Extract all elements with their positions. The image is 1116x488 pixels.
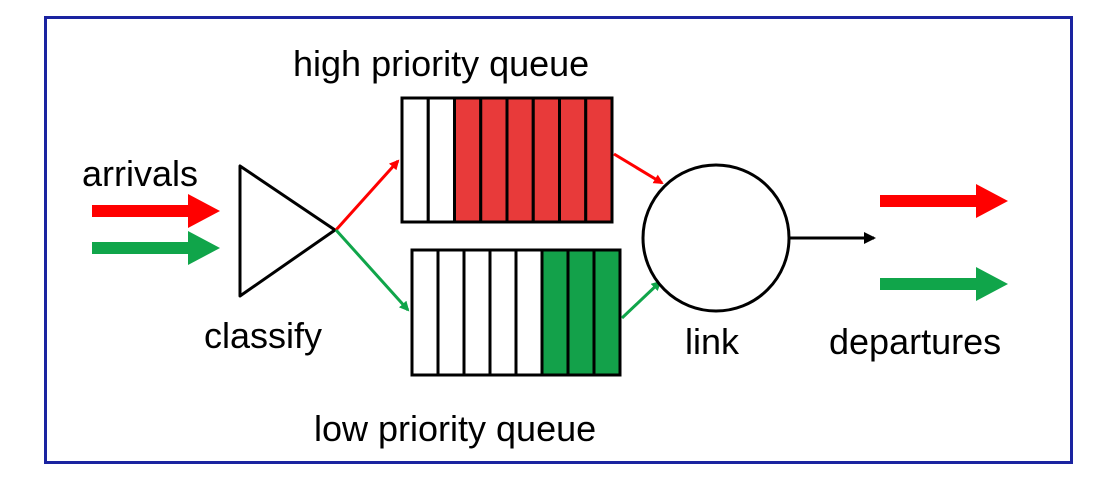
link-label: link [685,321,740,362]
low-queue-slot-empty [436,248,466,377]
arrival-arrow-red [92,194,220,228]
classify-to-low-arrow [334,228,410,312]
low-priority-queue [410,248,622,377]
classify-label: classify [204,315,322,356]
arrivals-label: arrivals [82,153,198,194]
low-queue-slot-empty [514,248,544,377]
classify-to-high-arrow [334,159,400,232]
high-queue-label: high priority queue [293,43,589,84]
low-queue-slot-filled [566,248,596,377]
departure-arrow-green [880,267,1008,301]
high-queue-slot-filled [584,96,614,224]
low-queue-slot-empty [488,248,518,377]
low-queue-label: low priority queue [314,408,596,449]
departure-arrow-red [880,184,1008,218]
classifier-triangle [238,164,337,298]
high-to-link-arrow [613,152,664,185]
low-queue-slot-empty [410,248,440,377]
arrival-arrow-green [92,231,220,265]
high-queue-slot-filled [558,96,588,224]
high-queue-slot-filled [453,96,483,224]
low-queue-slot-filled [592,248,622,377]
high-queue-slot-filled [479,96,509,224]
departures-label: departures [829,321,1001,362]
high-queue-slot-filled [531,96,561,224]
low-queue-slot-empty [462,248,492,377]
high-queue-slot-filled [505,96,535,224]
high-queue-slot-empty [426,96,456,224]
low-to-link-arrow [620,280,662,320]
low-queue-slot-filled [540,248,570,377]
high-queue-slot-empty [400,96,430,224]
diagram-frame [44,16,1073,464]
link-circle [641,163,791,313]
high-priority-queue [400,96,614,224]
